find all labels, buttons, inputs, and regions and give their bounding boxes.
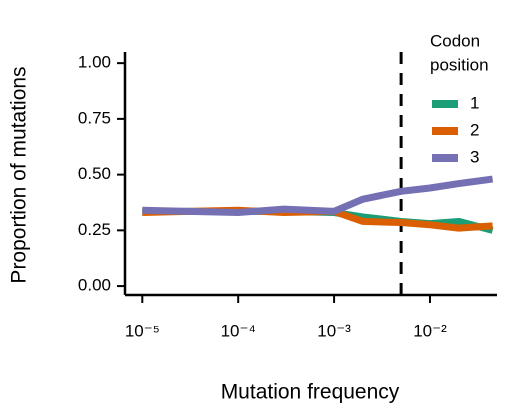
legend-title: Codon [430,31,480,50]
legend-title: position [430,55,489,74]
y-tick-label: 0.75 [78,108,111,127]
y-axis-label: Proportion of mutations [8,66,31,283]
x-tick-label: 10⁻⁵ [125,321,160,340]
x-tick-label: 10⁻² [413,321,447,340]
x-axis-label: Mutation frequency [221,381,400,404]
y-tick-label: 0.25 [78,220,111,239]
y-tick-label: 0.50 [78,164,111,183]
legend-label: 2 [470,120,479,139]
series-line [142,175,494,217]
y-tick-label: 0.00 [78,276,111,295]
x-tick-label: 10⁻⁴ [221,321,256,340]
x-tick-label: 10⁻³ [317,321,351,340]
legend-label: 3 [470,147,479,166]
legend-label: 1 [470,93,479,112]
y-tick-label: 1.00 [78,53,111,72]
